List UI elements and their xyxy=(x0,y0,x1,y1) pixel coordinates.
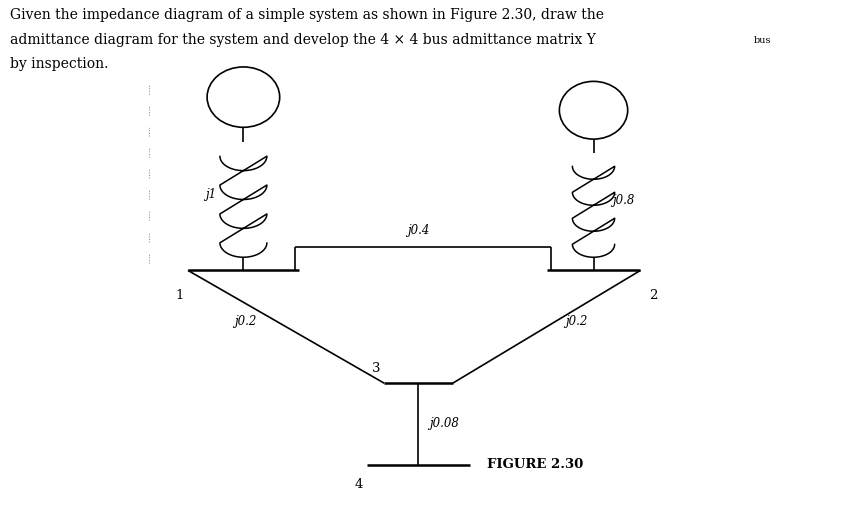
Text: 1: 1 xyxy=(175,289,183,302)
Text: Given the impedance diagram of a simple system as shown in Figure 2.30, draw the: Given the impedance diagram of a simple … xyxy=(10,8,604,22)
Text: j0.2: j0.2 xyxy=(234,315,256,328)
Text: j0.8: j0.8 xyxy=(612,194,634,206)
Text: j0.4: j0.4 xyxy=(407,224,429,237)
Text: by inspection.: by inspection. xyxy=(10,57,108,71)
Text: 4: 4 xyxy=(354,478,363,491)
Text: bus: bus xyxy=(753,36,770,45)
Text: j0.2: j0.2 xyxy=(565,315,587,328)
Text: 3: 3 xyxy=(371,362,380,375)
Text: j0.08: j0.08 xyxy=(428,417,458,430)
Text: FIGURE 2.30: FIGURE 2.30 xyxy=(486,458,583,471)
Text: admittance diagram for the system and develop the 4 × 4 bus admittance matrix Y: admittance diagram for the system and de… xyxy=(10,33,595,47)
Text: j1: j1 xyxy=(205,188,216,201)
Text: 2: 2 xyxy=(648,289,657,302)
